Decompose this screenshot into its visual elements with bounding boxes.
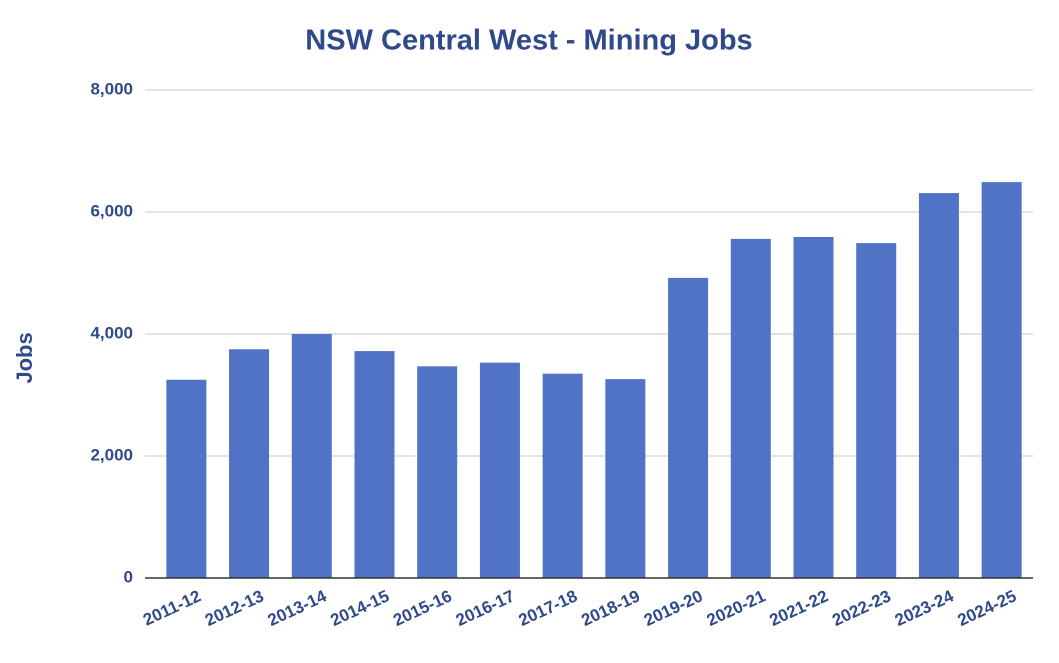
bar — [291, 334, 332, 578]
y-tick-label: 8,000 — [90, 79, 133, 98]
y-axis-label: Jobs — [12, 332, 37, 383]
x-tick-label: 2016-17 — [453, 586, 518, 630]
bar — [793, 237, 834, 578]
x-tick-label: 2023-24 — [892, 586, 957, 630]
x-tick-label: 2021-22 — [767, 586, 832, 630]
bar — [354, 351, 395, 578]
x-tick-label: 2013-14 — [265, 586, 330, 630]
bar — [668, 277, 709, 578]
chart-title: NSW Central West - Mining Jobs — [305, 25, 752, 57]
y-tick-label: 4,000 — [90, 323, 133, 342]
y-tick-label: 6,000 — [90, 201, 133, 220]
bar — [981, 182, 1022, 579]
x-tick-label: 2017-18 — [516, 586, 581, 630]
bar — [918, 193, 959, 578]
bar — [542, 373, 583, 578]
bar — [229, 349, 270, 578]
bar — [730, 238, 771, 578]
x-tick-label: 2020-21 — [704, 586, 769, 630]
x-tick-label: 2014-15 — [328, 586, 393, 630]
y-tick-label: 2,000 — [90, 445, 133, 464]
bar — [479, 362, 520, 578]
bar — [166, 379, 207, 578]
x-tick-label: 2011-12 — [140, 586, 204, 629]
x-tick-label: 2015-16 — [390, 586, 455, 630]
y-tick-label: 0 — [124, 567, 133, 586]
x-tick-label: 2019-20 — [641, 586, 706, 630]
x-tick-label: 2022-23 — [829, 586, 894, 630]
x-tick-label: 2018-19 — [578, 586, 643, 630]
bar — [417, 366, 458, 578]
bar — [605, 379, 646, 578]
x-tick-label: 2024-25 — [955, 586, 1020, 630]
bar — [856, 243, 897, 579]
x-tick-label: 2012-13 — [202, 586, 267, 630]
